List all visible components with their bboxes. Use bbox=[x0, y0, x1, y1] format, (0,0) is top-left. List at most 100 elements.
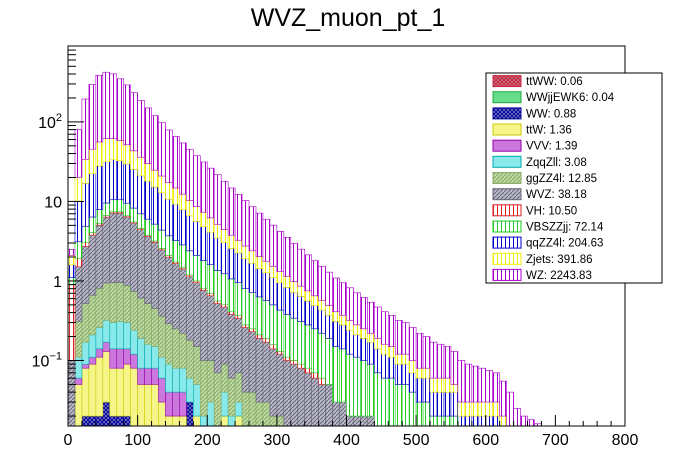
bar-qqZZ4l-bin-25 bbox=[241, 258, 250, 289]
bar-VBSZZjj-bin-47 bbox=[394, 384, 403, 427]
bar-VBSZZjj-bin-10 bbox=[137, 213, 145, 229]
bar-Zjets-bin-2 bbox=[81, 158, 90, 184]
bar-ZqqZll-bin-12 bbox=[151, 346, 159, 369]
bar-WVZ-bin-32 bbox=[290, 363, 299, 427]
bar-WVZ-bin-35 bbox=[311, 377, 319, 427]
bar-Zjets-bin-6 bbox=[109, 138, 118, 160]
bar-qqZZ4l-bin-55 bbox=[450, 391, 459, 417]
bar-VBSZZjj-bin-8 bbox=[123, 202, 131, 217]
bar-WVZ-bin-38 bbox=[332, 401, 340, 427]
bar-qqZZ4l-bin-42 bbox=[360, 338, 368, 361]
bar-Zjets-bin-7 bbox=[116, 140, 124, 162]
bar-VBSZZjj-bin-33 bbox=[297, 321, 306, 365]
bar-qqZZ4l-bin-57 bbox=[464, 415, 473, 427]
bar-VH-bin-4 bbox=[95, 222, 104, 226]
bar-WZ-bin-35 bbox=[311, 260, 319, 297]
bar-VH-bin-22 bbox=[220, 303, 229, 308]
bar-VH-bin-30 bbox=[276, 351, 285, 355]
bar-ZqqZll-bin-9 bbox=[130, 329, 138, 355]
bar-Zjets-bin-15 bbox=[172, 187, 180, 205]
bar-WZ-bin-66 bbox=[527, 419, 535, 427]
bar-VH-bin-29 bbox=[269, 343, 278, 350]
bar-WZ-bin-27 bbox=[255, 212, 264, 257]
bar-WVZ-bin-20 bbox=[206, 295, 215, 361]
bar-qqZZ4l-bin-15 bbox=[172, 203, 180, 241]
bar-VBSZZjj-bin-32 bbox=[290, 317, 299, 361]
bar-WZ-bin-28 bbox=[262, 218, 271, 262]
bar-WZ-bin-9 bbox=[130, 92, 138, 152]
bar-ggZZ4l-bin-22 bbox=[220, 363, 229, 393]
bar-qqZZ4l-bin-46 bbox=[387, 356, 396, 379]
bar-VBSZZjj-bin-4 bbox=[95, 209, 104, 224]
bar-Zjets-bin-61 bbox=[492, 401, 500, 417]
bar-qqZZ4l-bin-50 bbox=[415, 377, 424, 403]
legend-label-ggZZ4l: ggZZ4l: 12.85 bbox=[526, 173, 597, 185]
y-tick-label: 10−1 bbox=[32, 350, 62, 370]
bar-WW-bin-8 bbox=[123, 415, 131, 427]
bar-WVZ-bin-43 bbox=[367, 415, 375, 427]
bar-WZ-bin-19 bbox=[199, 161, 208, 213]
legend-label-WW: WW: 0.88 bbox=[526, 108, 576, 120]
x-tick-label-0: 0 bbox=[64, 432, 73, 449]
bar-WZ-bin-52 bbox=[429, 341, 438, 379]
bar-WVZ-bin-12 bbox=[151, 242, 159, 309]
bar-qqZZ4l-bin-5 bbox=[102, 161, 111, 204]
bar-VH-bin-1 bbox=[74, 258, 83, 268]
bar-Zjets-bin-28 bbox=[262, 260, 271, 274]
bar-qqZZ4l-bin-35 bbox=[311, 305, 319, 330]
bar-Zjets-bin-54 bbox=[443, 377, 452, 393]
bar-qqZZ4l-bin-49 bbox=[408, 372, 417, 393]
bar-WZ-bin-60 bbox=[485, 370, 494, 403]
bar-VBSZZjj-bin-19 bbox=[199, 260, 208, 289]
bar-Zjets-bin-62 bbox=[499, 415, 507, 427]
bar-WZ-bin-26 bbox=[248, 206, 257, 252]
bar-WZ-bin-3 bbox=[88, 84, 97, 150]
bar-qqZZ4l-bin-20 bbox=[206, 231, 215, 266]
axes: 0 100 200 300 400 500 600 700 800 10−1 1 10 102 bbox=[32, 45, 639, 449]
legend-label-Zjets: Zjets: 391.86 bbox=[526, 254, 592, 266]
bar-WZ-bin-48 bbox=[401, 322, 410, 355]
bar-Zjets-bin-13 bbox=[158, 175, 166, 194]
legend-label-WWjjEWK6: WWjjEWK6: 0.04 bbox=[526, 92, 615, 104]
legend-swatch-WW bbox=[492, 107, 522, 120]
bar-VBSZZjj-bin-44 bbox=[374, 372, 382, 427]
bar-VBSZZjj-bin-2 bbox=[81, 225, 90, 243]
bar-Zjets-bin-57 bbox=[464, 401, 473, 417]
x-tick-label-800: 800 bbox=[612, 432, 639, 449]
bar-WVZ-bin-16 bbox=[179, 268, 187, 334]
bar-ttW-bin-5 bbox=[102, 351, 111, 403]
bar-WZ-bin-21 bbox=[213, 174, 222, 225]
bar-VH-bin-35 bbox=[311, 372, 319, 379]
bar-WZ-bin-17 bbox=[186, 148, 194, 201]
legend-swatch-WWjjEWK6 bbox=[492, 91, 522, 104]
bar-WVZ-bin-13 bbox=[158, 249, 166, 317]
bar-ggZZ4l-bin-4 bbox=[95, 287, 104, 328]
bar-qqZZ4l-bin-43 bbox=[367, 341, 375, 365]
bar-Zjets-bin-46 bbox=[387, 346, 396, 358]
bar-WZ-bin-43 bbox=[367, 301, 375, 334]
bar-WVZ-bin-7 bbox=[116, 212, 124, 284]
bar-qqZZ4l-bin-51 bbox=[422, 377, 431, 403]
bar-VBSZZjj-bin-53 bbox=[436, 415, 445, 427]
bar-Zjets-bin-25 bbox=[241, 245, 250, 260]
bar-Zjets-bin-45 bbox=[381, 343, 389, 355]
bar-VBSZZjj-bin-5 bbox=[102, 202, 111, 216]
bar-ZqqZll-bin-7 bbox=[116, 321, 124, 350]
bar-ggZZ4l-bin-30 bbox=[276, 415, 285, 427]
bar-VBSZZjj-bin-6 bbox=[109, 199, 118, 213]
bar-ggZZ4l-bin-25 bbox=[241, 391, 250, 427]
bar-VVV-bin-14 bbox=[165, 391, 173, 417]
bar-WVZ-bin-9 bbox=[130, 222, 138, 292]
bar-ZqqZll-bin-18 bbox=[193, 384, 201, 417]
bar-ggZZ4l-bin-26 bbox=[248, 391, 257, 427]
bar-qqZZ4l-bin-36 bbox=[318, 309, 326, 334]
bar-qqZZ4l-bin-22 bbox=[220, 242, 229, 275]
bar-qqZZ4l-bin-39 bbox=[339, 324, 347, 350]
bar-VBSZZjj-bin-49 bbox=[408, 391, 417, 427]
bar-ZqqZll-bin-15 bbox=[172, 367, 180, 393]
bar-ttW-bin-2 bbox=[81, 367, 90, 417]
bar-WZ-bin-53 bbox=[436, 343, 445, 379]
bar-Zjets-bin-58 bbox=[471, 401, 480, 417]
x-tick-label-500: 500 bbox=[403, 432, 430, 449]
